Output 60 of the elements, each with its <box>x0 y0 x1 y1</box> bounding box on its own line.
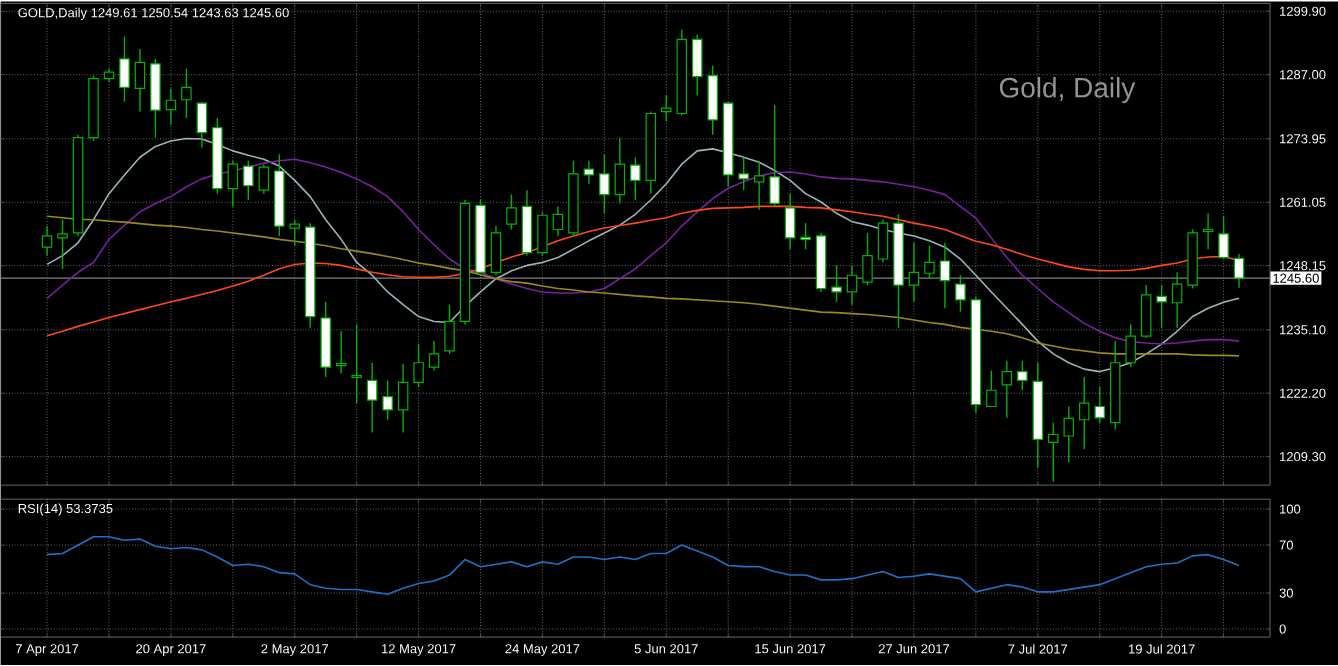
candlestick <box>986 370 997 408</box>
candlestick <box>661 95 672 123</box>
candlestick <box>134 48 146 113</box>
candlestick <box>939 242 951 310</box>
candlestick <box>351 324 362 405</box>
candlestick <box>537 211 548 257</box>
candlestick <box>630 157 641 202</box>
candlestick <box>181 68 192 120</box>
candlestick <box>924 245 935 280</box>
candlestick <box>1218 216 1229 261</box>
candlestick <box>552 206 564 238</box>
candlestick <box>428 340 440 372</box>
candlestick <box>599 154 610 215</box>
candlestick <box>258 163 270 195</box>
candlestick <box>506 194 517 231</box>
candlestick <box>243 160 254 202</box>
candlestick <box>1094 386 1105 424</box>
candlestick <box>382 380 393 421</box>
candlestick <box>490 225 502 277</box>
candlestick <box>614 137 626 205</box>
candlestick <box>753 160 765 212</box>
candlestick <box>335 331 347 375</box>
candlestick <box>707 65 718 136</box>
candlestick <box>397 363 409 434</box>
candlestick <box>227 160 239 208</box>
candlestick <box>1048 422 1059 483</box>
candlestick <box>784 193 796 251</box>
candlestick <box>877 219 889 264</box>
candlestick <box>1079 376 1090 451</box>
candlestick <box>41 225 53 257</box>
candlestick <box>1001 360 1013 419</box>
candlestick <box>583 160 595 185</box>
candlestick <box>769 104 780 208</box>
annotation: Gold, Daily <box>999 77 1136 104</box>
candlestick <box>521 189 533 257</box>
candlestick <box>831 265 842 303</box>
candlestick <box>1156 284 1167 330</box>
candlestick <box>908 242 920 303</box>
candlestick <box>119 36 130 103</box>
candlestick <box>1171 272 1183 330</box>
candlestick <box>1202 213 1214 251</box>
candlestick <box>1063 406 1075 464</box>
candlestick <box>846 265 858 306</box>
candlestick <box>1125 324 1136 369</box>
candlestick <box>1140 284 1152 339</box>
candlestick <box>1233 253 1245 290</box>
candlestick <box>862 232 873 287</box>
candlestick <box>366 362 378 434</box>
candlestick <box>444 304 455 356</box>
candlestick <box>413 343 424 388</box>
candlestick <box>57 219 68 271</box>
candlestick <box>1017 360 1028 392</box>
candlestick <box>800 222 811 251</box>
candlestick <box>738 157 749 192</box>
candlestick <box>289 219 300 247</box>
candlestick <box>196 101 208 149</box>
candlestick <box>955 275 966 313</box>
candlestick <box>692 34 703 97</box>
candlestick <box>165 88 177 126</box>
candlestick <box>150 58 161 139</box>
